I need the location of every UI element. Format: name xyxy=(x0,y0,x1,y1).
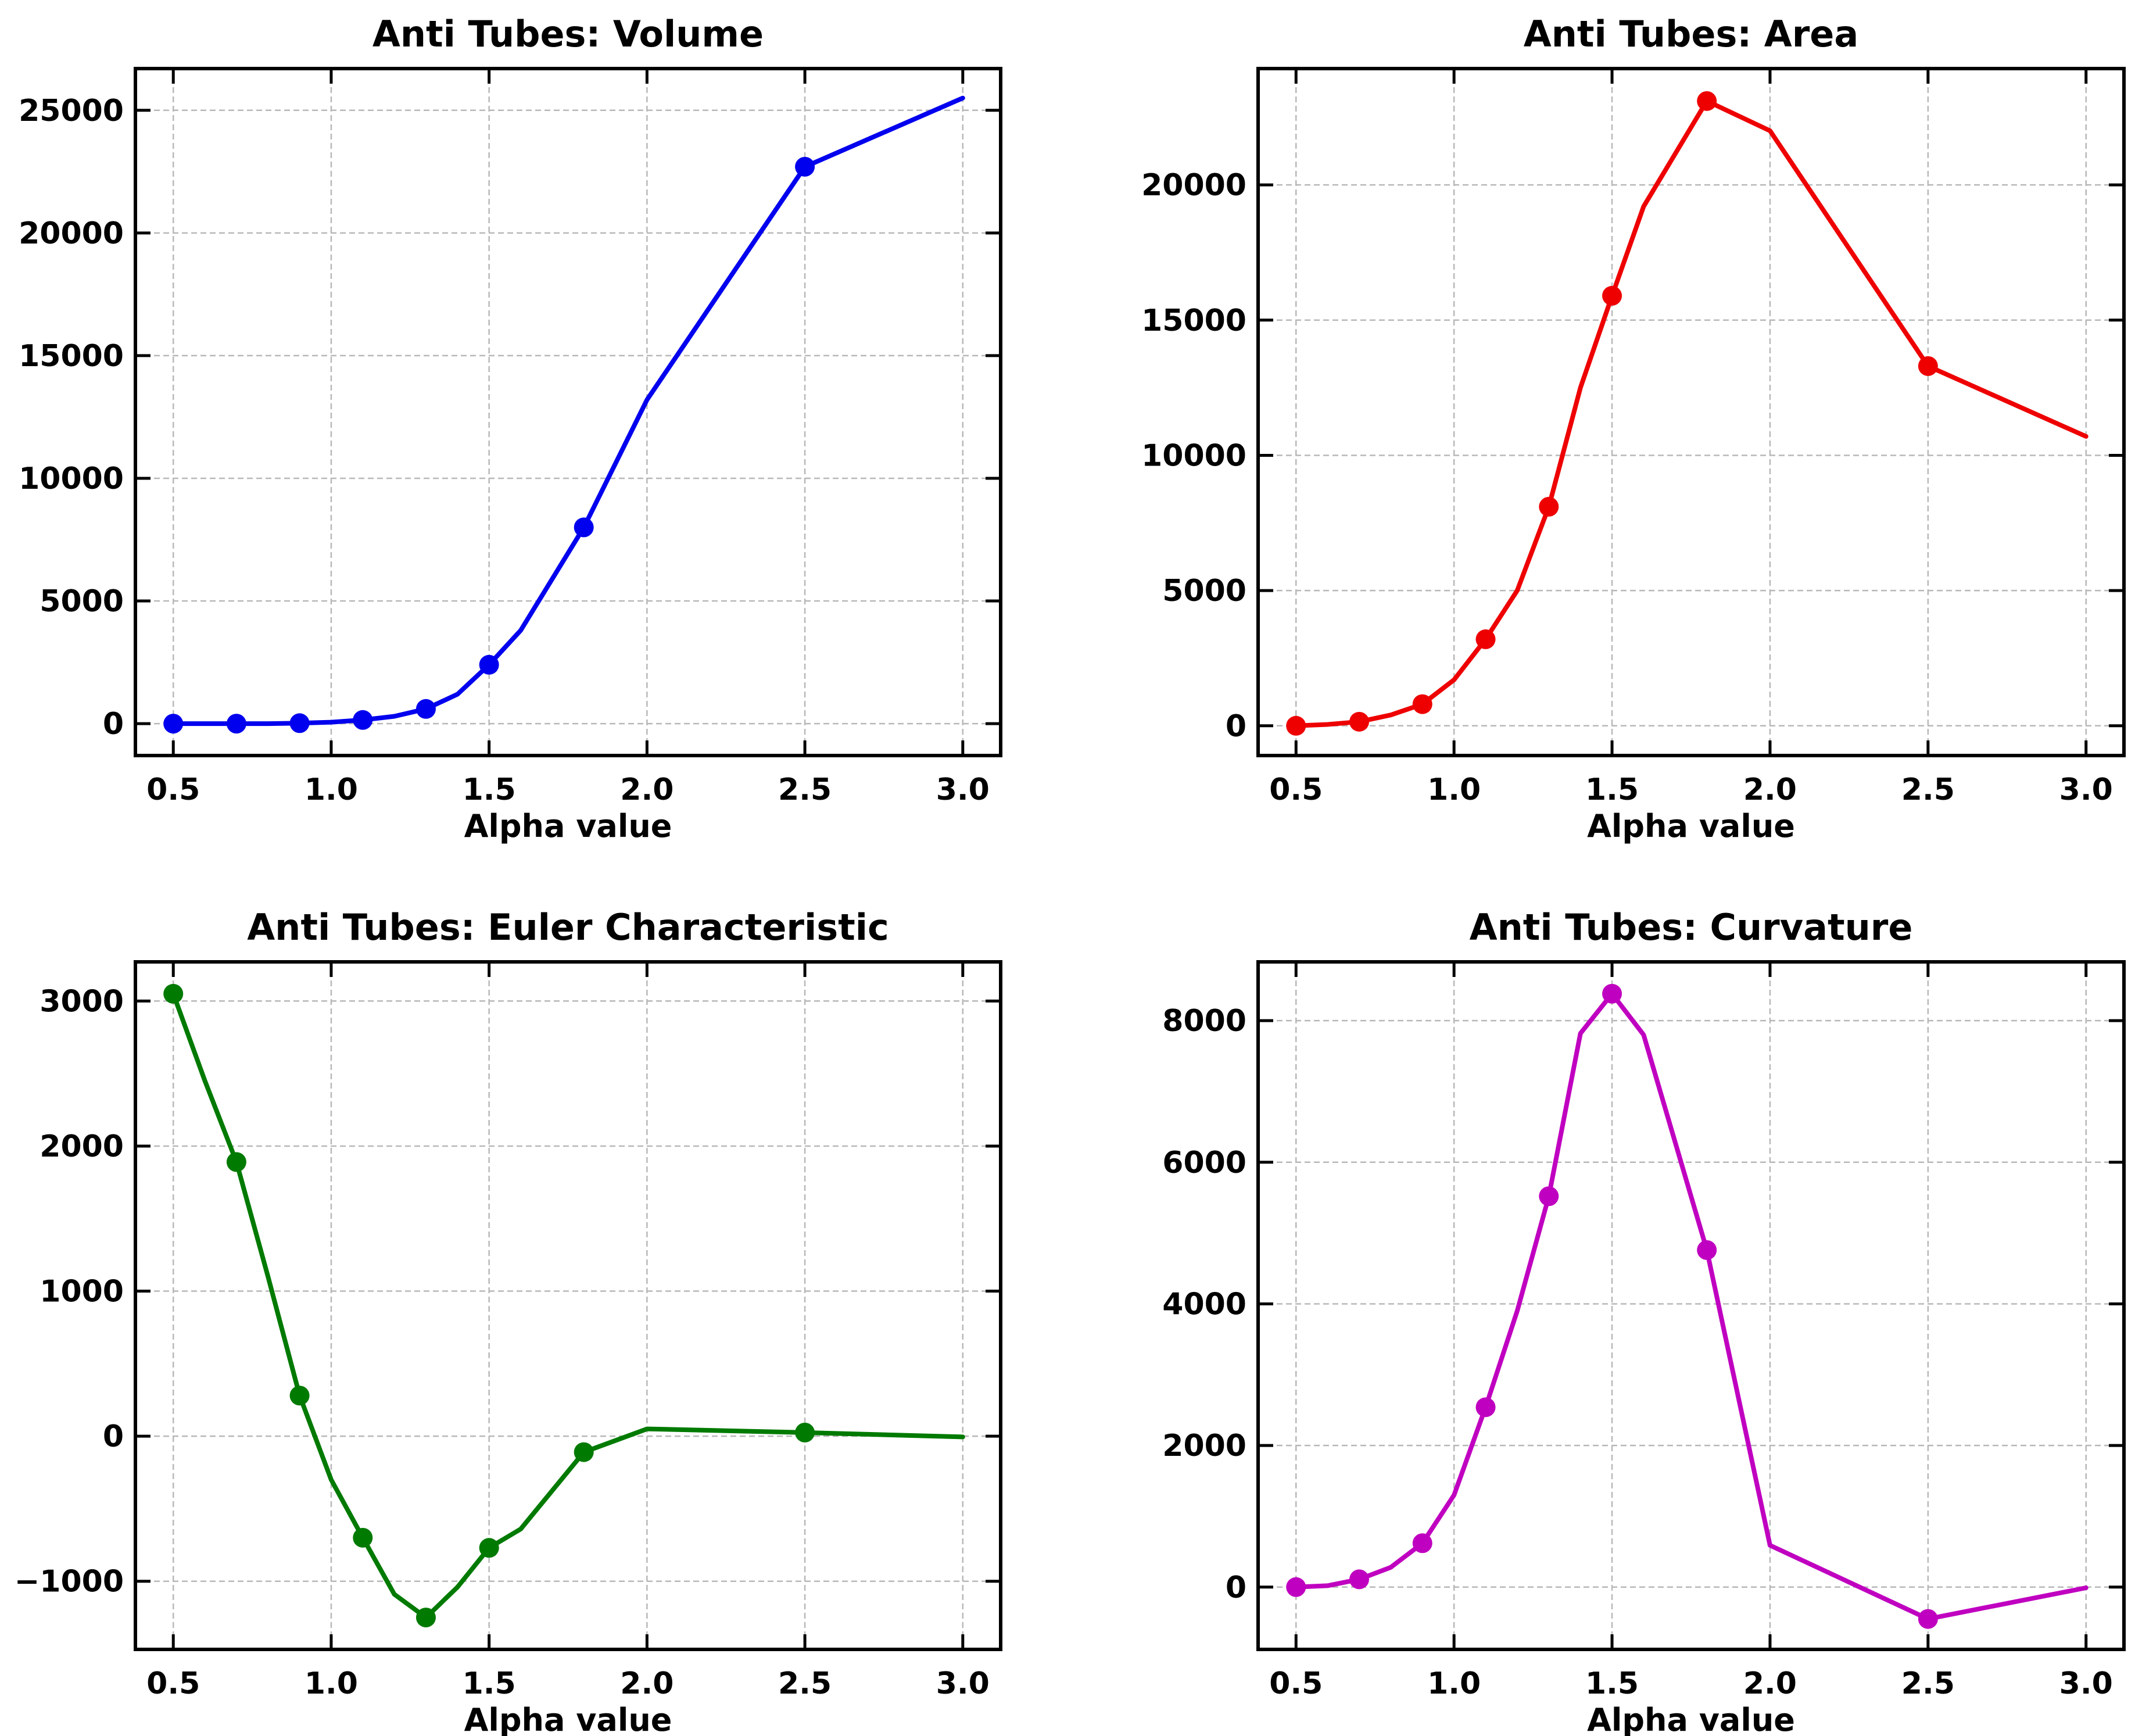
y-tick-label: 3000 xyxy=(40,984,124,1019)
series-line xyxy=(1294,991,2089,1622)
chart-euler: 0.5 1.0 1.5 2.0 2.5 3.0 −1000 0 1000 2000 3000 Anti… xyxy=(15,906,1002,1736)
x-tick-label: 1.0 xyxy=(1427,772,1481,807)
x-axis-label: Alpha value xyxy=(464,808,672,844)
x-tick-label: 2.5 xyxy=(1901,1666,1955,1701)
x-tick-label: 2.0 xyxy=(620,1666,674,1701)
y-tick-label: 6000 xyxy=(1162,1146,1246,1180)
data-point xyxy=(226,1152,246,1172)
data-point xyxy=(795,1422,815,1443)
data-point xyxy=(289,1386,310,1406)
y-tick-label: 0 xyxy=(1226,709,1246,744)
x-tick-label: 1.5 xyxy=(1585,1666,1639,1701)
y-tick-label: 2000 xyxy=(1162,1429,1246,1463)
x-tick-label: 1.0 xyxy=(305,772,358,807)
axes-frame xyxy=(134,67,1002,757)
chart-area: 0.5 1.0 1.5 2.0 2.5 3.0 0 5000 10000 15000 20000 An… xyxy=(1141,13,2126,844)
x-tick-label: 0.5 xyxy=(146,772,200,807)
data-point xyxy=(163,714,184,734)
y-tick-label: 25000 xyxy=(19,94,124,128)
x-tick-label: 1.5 xyxy=(463,1666,516,1701)
series-line xyxy=(1294,98,2089,728)
y-tick-label: 10000 xyxy=(1141,438,1246,473)
data-point xyxy=(1539,1186,1559,1207)
data-point xyxy=(479,654,499,675)
x-tick-label: 3.0 xyxy=(936,1666,990,1701)
x-tick-label: 1.5 xyxy=(1585,772,1639,807)
data-point xyxy=(1475,1397,1496,1418)
x-tick-label: 2.0 xyxy=(1743,1666,1797,1701)
x-tick-label: 1.0 xyxy=(1427,1666,1481,1701)
axes-frame xyxy=(134,960,1002,1651)
data-point xyxy=(226,714,246,734)
y-tick-label: 15000 xyxy=(19,339,124,374)
series-line xyxy=(171,95,965,726)
data-point xyxy=(1412,1533,1432,1554)
data-point xyxy=(1602,983,1622,1004)
data-point xyxy=(1286,1577,1306,1597)
y-tick-label: 0 xyxy=(1226,1570,1246,1605)
chart-title: Anti Tubes: Area xyxy=(1524,13,1858,55)
y-tick-label: 2000 xyxy=(40,1129,124,1164)
chart-volume: 0.5 1.0 1.5 2.0 2.5 3.0 0 5000 10000 15000 20000 25… xyxy=(19,13,1002,844)
data-point xyxy=(415,699,436,719)
data-point xyxy=(1412,694,1432,714)
data-point xyxy=(1349,711,1370,732)
x-tick-label: 3.0 xyxy=(936,772,990,807)
chart-title: Anti Tubes: Curvature xyxy=(1470,906,1913,948)
x-axis-label: Alpha value xyxy=(1587,808,1795,844)
data-point xyxy=(574,517,594,538)
data-point xyxy=(353,710,373,730)
data-point xyxy=(1918,1609,1938,1629)
y-tick-label: 10000 xyxy=(19,461,124,496)
axes-frame xyxy=(1256,960,2126,1651)
x-tick-label: 1.0 xyxy=(305,1666,358,1701)
y-tick-label: 4000 xyxy=(1162,1287,1246,1322)
x-axis-label: Alpha value xyxy=(464,1702,672,1736)
axes-frame xyxy=(1256,67,2126,757)
data-point xyxy=(163,983,184,1004)
x-axis-label: Alpha value xyxy=(1587,1702,1795,1736)
series-line xyxy=(171,991,965,1620)
x-tick-label: 0.5 xyxy=(1269,772,1323,807)
data-point xyxy=(1286,715,1306,736)
data-point xyxy=(415,1608,436,1628)
x-tick-label: 2.0 xyxy=(620,772,674,807)
x-tick-label: 2.0 xyxy=(1743,772,1797,807)
data-point xyxy=(1918,356,1938,376)
chart-curvature: 0.5 1.0 1.5 2.0 2.5 3.0 0 2000 4000 6000 8000 Anti … xyxy=(1162,906,2126,1736)
chart-title: Anti Tubes: Euler Characteristic xyxy=(247,906,889,948)
data-point xyxy=(1475,629,1496,649)
x-tick-label: 2.5 xyxy=(778,772,832,807)
data-point xyxy=(1349,1569,1370,1590)
data-point xyxy=(1697,91,1717,111)
x-tick-label: 0.5 xyxy=(1269,1666,1323,1701)
x-tick-label: 2.5 xyxy=(1901,772,1955,807)
y-tick-label: 20000 xyxy=(1141,168,1246,203)
y-tick-label: 5000 xyxy=(1162,574,1246,609)
data-point xyxy=(289,713,310,733)
y-tick-label: 8000 xyxy=(1162,1004,1246,1039)
data-point xyxy=(479,1538,499,1558)
y-tick-label: 0 xyxy=(103,1419,124,1454)
data-point xyxy=(1602,285,1622,306)
data-point xyxy=(574,1442,594,1462)
data-point xyxy=(1539,496,1559,517)
y-tick-label: 15000 xyxy=(1141,303,1246,338)
x-tick-label: 3.0 xyxy=(2059,1666,2113,1701)
x-tick-label: 3.0 xyxy=(2059,772,2113,807)
y-tick-label: 20000 xyxy=(19,216,124,251)
data-point xyxy=(1697,1240,1717,1260)
y-tick-label: 1000 xyxy=(40,1275,124,1309)
y-tick-label: 5000 xyxy=(40,584,124,619)
x-tick-label: 2.5 xyxy=(778,1666,832,1701)
data-point xyxy=(795,156,815,177)
chart-title: Anti Tubes: Volume xyxy=(372,13,764,55)
x-tick-label: 1.5 xyxy=(463,772,516,807)
x-tick-label: 0.5 xyxy=(146,1666,200,1701)
data-point xyxy=(353,1527,373,1548)
y-tick-label: 0 xyxy=(103,707,124,742)
y-tick-label: −1000 xyxy=(15,1565,124,1599)
